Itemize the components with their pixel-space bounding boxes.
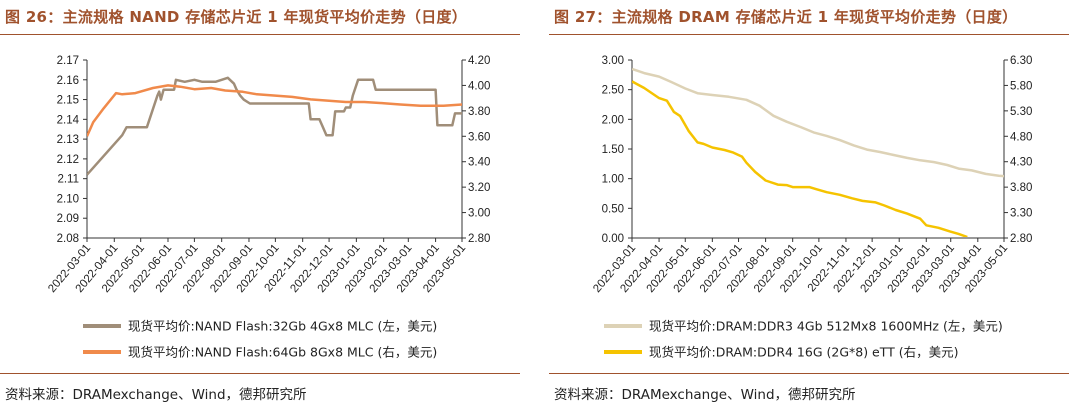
y-right-tick-label: 3.80 bbox=[1010, 182, 1032, 194]
dram-price-chart: 0.00 0.50 1.00 1.50 2.00 2.50 3.00 2.80 3.30 3.80… bbox=[591, 55, 1032, 360]
y-right-tick-label: 4.80 bbox=[1010, 131, 1032, 143]
y-right-tick-label: 3.30 bbox=[1010, 208, 1032, 220]
y-left-tick-label: 2.00 bbox=[602, 114, 624, 126]
y-right-tick-label: 4.00 bbox=[468, 80, 490, 92]
y-left-tick-label: 2.11 bbox=[57, 174, 79, 186]
y-right-tick-label: 2.80 bbox=[468, 233, 490, 245]
source-note: 资料来源：DRAMexchange、Wind，德邦研究所 bbox=[5, 387, 307, 403]
y-right-tick-label: 2.80 bbox=[1010, 233, 1032, 245]
y-right-tick-label: 3.80 bbox=[468, 106, 490, 118]
chart-title: 图 27：主流规格 DRAM 存储芯片近 1 年现货平均价走势（日度） bbox=[554, 8, 1018, 26]
y-right-tick-label: 4.30 bbox=[1010, 157, 1032, 169]
y-right-tick-label: 3.20 bbox=[468, 182, 490, 194]
y-left-tick-label: 1.00 bbox=[602, 174, 624, 186]
y-left-tick-label: 2.09 bbox=[57, 213, 79, 225]
top-rule bbox=[0, 34, 520, 35]
y-right-tick-label: 3.60 bbox=[468, 131, 490, 143]
y-left-tick-label: 2.15 bbox=[57, 95, 79, 107]
bottom-rule bbox=[0, 373, 520, 374]
nand-panel: 图 26：主流规格 NAND 存储芯片近 1 年现货平均价走势（日度） 2.08… bbox=[0, 0, 528, 408]
source-note: 资料来源：DRAMexchange、Wind，德邦研究所 bbox=[554, 387, 856, 403]
legend-label: 现货平均价:NAND Flash:64Gb 8Gx8 MLC (右，美元) bbox=[128, 345, 437, 360]
bottom-rule bbox=[549, 373, 1069, 374]
y-right-tick-label: 5.80 bbox=[1010, 80, 1032, 92]
y-right-tick-label: 6.30 bbox=[1010, 55, 1032, 67]
legend-label: 现货平均价:NAND Flash:32Gb 4Gx8 MLC (左，美元) bbox=[128, 319, 437, 334]
y-right-tick-label: 3.00 bbox=[468, 208, 490, 220]
legend: 现货平均价:DRAM:DDR3 4Gb 512Mx8 1600MHz (左，美元… bbox=[604, 319, 1003, 360]
y-right-tick-label: 3.40 bbox=[468, 157, 490, 169]
y-left-tick-label: 2.08 bbox=[57, 233, 79, 245]
y-left-tick-label: 2.16 bbox=[57, 75, 79, 87]
series-line-2 bbox=[632, 80, 968, 237]
legend-label: 现货平均价:DRAM:DDR4 16G (2G*8) eTT (右，美元) bbox=[649, 345, 959, 360]
y-left-tick-label: 2.50 bbox=[602, 85, 624, 97]
y-left-tick-label: 0.50 bbox=[602, 203, 624, 215]
series-line-1 bbox=[87, 76, 462, 176]
y-left-tick-label: 2.14 bbox=[57, 114, 80, 126]
legend-label: 现货平均价:DRAM:DDR3 4Gb 512Mx8 1600MHz (左，美元… bbox=[649, 319, 1003, 334]
dram-panel: 图 27：主流规格 DRAM 存储芯片近 1 年现货平均价走势（日度） 0.00… bbox=[549, 0, 1077, 408]
nand-price-chart: 2.08 2.09 2.10 2.11 2.12 2.13 2.14 2.15 2.16 2.17… bbox=[46, 55, 490, 360]
y-left-tick-label: 2.10 bbox=[57, 193, 79, 205]
y-left-tick-label: 2.17 bbox=[57, 55, 79, 67]
top-rule bbox=[549, 34, 1069, 35]
y-left-tick-label: 2.12 bbox=[57, 154, 79, 166]
series-line-1 bbox=[632, 67, 1004, 178]
legend: 现货平均价:NAND Flash:32Gb 4Gx8 MLC (左，美元) 现货平… bbox=[83, 319, 437, 360]
y-right-tick-label: 4.20 bbox=[468, 55, 490, 67]
chart-title: 图 26：主流规格 NAND 存储芯片近 1 年现货平均价走势（日度） bbox=[5, 8, 468, 26]
series-line-2 bbox=[87, 84, 462, 137]
y-right-tick-label: 5.30 bbox=[1010, 106, 1032, 118]
y-left-tick-label: 3.00 bbox=[602, 55, 624, 67]
y-left-tick-label: 1.50 bbox=[602, 144, 624, 156]
y-left-tick-label: 2.13 bbox=[57, 134, 79, 146]
y-left-tick-label: 0.00 bbox=[602, 233, 624, 245]
